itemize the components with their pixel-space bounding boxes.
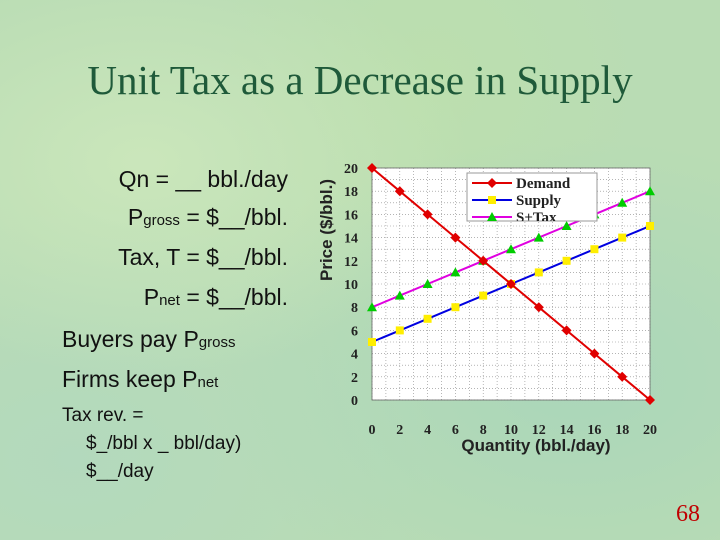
supply-point [562, 256, 571, 265]
x-tick-label: 8 [480, 423, 487, 438]
pnet-rest: = $__/bbl. [179, 284, 288, 310]
pgross-p: P [127, 204, 144, 230]
x-tick-label: 2 [396, 423, 403, 438]
demand-point [450, 232, 461, 243]
legend-supply-label: Supply [516, 193, 562, 209]
supply-point [368, 338, 376, 346]
legend-supply-marker [488, 196, 496, 204]
s-tax-point [533, 232, 544, 242]
plot-frame [371, 167, 651, 401]
supply-point [423, 314, 432, 323]
y-tick-label: 12 [344, 255, 358, 270]
y-tick-label: 14 [344, 232, 358, 247]
demand-point [617, 371, 628, 382]
page-number: 68 [676, 501, 700, 527]
firms-subscript: net [197, 374, 219, 391]
y-axis-label: Price ($/bbl.) [317, 179, 336, 281]
demand-point [589, 348, 600, 359]
s-tax-point [617, 197, 628, 207]
demand-point [478, 255, 489, 266]
pgross-line: Pgross = $__/bbl. [58, 204, 288, 231]
y-tick-label: 20 [344, 162, 358, 177]
y-tick-label: 4 [351, 348, 358, 363]
s-tax-point [561, 221, 572, 230]
s-tax-point [506, 244, 516, 254]
supply-point [395, 326, 404, 335]
x-tick-label: 0 [369, 423, 376, 438]
firms-text: Firms keep P [62, 366, 198, 392]
x-tick-label: 12 [532, 423, 546, 438]
demand-point [533, 302, 544, 313]
y-tick-label: 16 [344, 208, 358, 223]
x-tick-label: 6 [452, 423, 459, 438]
pnet-p: P [143, 284, 160, 310]
x-axis-label: Quantity (bbl./day) [461, 436, 610, 455]
demand-point [645, 395, 655, 405]
supply-point [618, 233, 627, 242]
demand-point [506, 279, 516, 289]
y-tick-label: 18 [344, 185, 358, 200]
demand-point [394, 186, 405, 197]
s-tax-point [422, 279, 433, 288]
demand-point [367, 163, 377, 173]
tax-line: Tax, T = $__/bbl. [118, 244, 288, 270]
demand-point [422, 209, 433, 220]
legend-demand-marker [487, 178, 497, 188]
x-tick-label: 14 [560, 423, 574, 438]
slide-title: Unit Tax as a Decrease in Supply [87, 57, 633, 103]
x-tick-label: 10 [504, 423, 518, 438]
buyers-line: Buyers pay Pgross [62, 326, 235, 353]
x-tick-label: 18 [615, 423, 629, 438]
pnet-line: Pnet = $__/bbl. [58, 284, 288, 311]
y-tick-label: 6 [351, 324, 358, 339]
supply-point [479, 291, 488, 300]
buyers-text: Buyers pay P [62, 326, 199, 352]
x-tick-label: 20 [643, 423, 657, 438]
x-tick-label: 16 [587, 423, 601, 438]
tax-revenue-line-2: $_/bbl x _ bbl/day) [86, 433, 242, 454]
x-tick-label: 4 [424, 423, 431, 438]
buyers-subscript: gross [198, 334, 236, 351]
supply-point [451, 303, 460, 312]
y-tick-label: 10 [344, 278, 358, 293]
tax-revenue-line-1: Tax rev. = [62, 405, 144, 426]
y-tick-label: 8 [351, 301, 358, 316]
pnet-subscript: net [159, 292, 180, 309]
s-tax-point [394, 290, 405, 300]
s-tax-point [645, 186, 655, 196]
s-tax-point [367, 302, 377, 312]
legend-s-tax-marker [487, 212, 497, 221]
y-tick-label: 0 [351, 394, 358, 409]
legend-demand-label: Demand [516, 176, 571, 192]
series-group [367, 163, 655, 405]
supply-point [534, 268, 543, 277]
supply-point [646, 222, 654, 230]
tax-revenue-line-3: $__/day [86, 461, 154, 482]
demand-point [561, 325, 572, 336]
y-tick-label: 2 [351, 371, 358, 386]
firms-line: Firms keep Pnet [62, 366, 218, 393]
pgross-subscript: gross [143, 212, 180, 229]
qn-line: Qn = __ bbl./day [118, 166, 288, 192]
s-tax-point [450, 267, 461, 277]
tick-labels: 0 2 4 6 8 10 12 14 16 18 20 0 2 4 6 8 10 12 14 16 18 20 [344, 162, 657, 438]
legend-s-tax-label: S+Tax [516, 210, 557, 226]
pgross-rest: = $__/bbl. [179, 204, 288, 230]
supply-point [590, 245, 599, 254]
